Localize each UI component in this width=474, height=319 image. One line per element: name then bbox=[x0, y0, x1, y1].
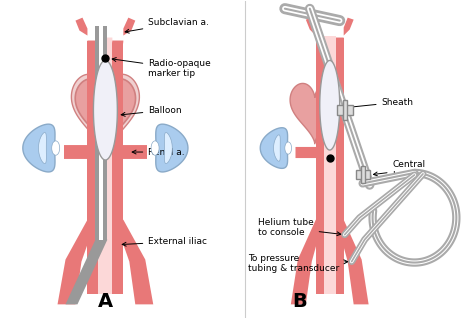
Polygon shape bbox=[260, 128, 288, 168]
Polygon shape bbox=[306, 18, 316, 35]
Bar bbox=[343, 100, 346, 120]
Polygon shape bbox=[156, 124, 188, 172]
Polygon shape bbox=[100, 26, 103, 240]
Ellipse shape bbox=[285, 142, 292, 154]
Polygon shape bbox=[324, 35, 336, 294]
Polygon shape bbox=[57, 220, 95, 304]
Polygon shape bbox=[72, 74, 139, 157]
Polygon shape bbox=[95, 26, 108, 240]
Text: To pressure
tubing & transducer: To pressure tubing & transducer bbox=[248, 254, 348, 273]
Text: Sheath: Sheath bbox=[344, 98, 414, 109]
Ellipse shape bbox=[52, 141, 60, 155]
Polygon shape bbox=[99, 38, 112, 294]
Polygon shape bbox=[337, 220, 369, 304]
Polygon shape bbox=[65, 240, 108, 304]
Polygon shape bbox=[320, 60, 340, 150]
Polygon shape bbox=[316, 38, 344, 294]
Text: Helium tube
to console: Helium tube to console bbox=[258, 218, 341, 237]
Polygon shape bbox=[344, 18, 354, 35]
Text: Radio-opaque
marker tip: Radio-opaque marker tip bbox=[112, 58, 211, 78]
Polygon shape bbox=[316, 38, 344, 51]
Polygon shape bbox=[123, 18, 135, 35]
Bar bbox=[356, 170, 370, 179]
Polygon shape bbox=[164, 132, 172, 164]
Text: Balloon: Balloon bbox=[121, 106, 182, 116]
Polygon shape bbox=[87, 41, 123, 294]
Bar bbox=[337, 105, 353, 115]
Bar bbox=[361, 167, 365, 183]
Polygon shape bbox=[93, 60, 118, 160]
Polygon shape bbox=[75, 18, 87, 35]
Polygon shape bbox=[115, 220, 153, 304]
Polygon shape bbox=[23, 124, 55, 172]
Polygon shape bbox=[38, 132, 46, 164]
Text: Central
lumen: Central lumen bbox=[374, 160, 426, 180]
Polygon shape bbox=[290, 83, 339, 144]
Polygon shape bbox=[273, 135, 280, 161]
Ellipse shape bbox=[151, 141, 159, 155]
Text: Subclavian a.: Subclavian a. bbox=[125, 18, 209, 33]
Text: B: B bbox=[292, 292, 307, 311]
Polygon shape bbox=[75, 79, 136, 150]
Polygon shape bbox=[291, 220, 323, 304]
Polygon shape bbox=[99, 38, 112, 48]
Text: External iliac: External iliac bbox=[122, 237, 207, 246]
Text: A: A bbox=[98, 292, 113, 311]
Text: Renal a.: Renal a. bbox=[132, 147, 185, 157]
Polygon shape bbox=[87, 41, 123, 58]
